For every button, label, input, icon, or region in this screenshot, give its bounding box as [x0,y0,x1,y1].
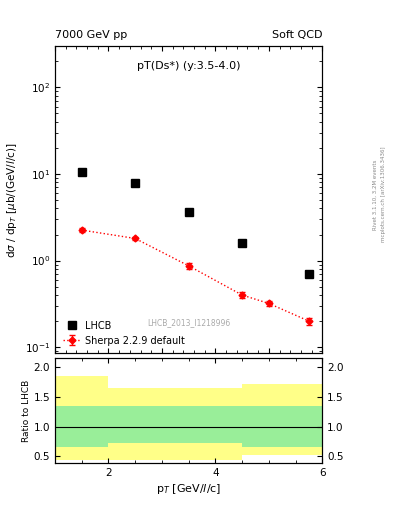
Text: pT(Ds*) (y:3.5-4.0): pT(Ds*) (y:3.5-4.0) [137,61,241,72]
X-axis label: p$_T$ [GeV/$\it{l}$/c]: p$_T$ [GeV/$\it{l}$/c] [156,482,221,497]
Text: 7000 GeV pp: 7000 GeV pp [55,30,127,40]
Text: Rivet 3.1.10, 3.2M events: Rivet 3.1.10, 3.2M events [373,159,378,230]
LHCB [307,271,311,277]
Legend: LHCB, Sherpa 2.2.9 default: LHCB, Sherpa 2.2.9 default [60,318,188,349]
LHCB [133,180,138,186]
Text: Soft QCD: Soft QCD [272,30,322,40]
Y-axis label: Ratio to LHCB: Ratio to LHCB [22,380,31,442]
LHCB [186,209,191,216]
LHCB [240,240,244,246]
Y-axis label: d$\sigma$ / dp$_T$ [$\mu$b/(GeV/$\it{l}$/c)]: d$\sigma$ / dp$_T$ [$\mu$b/(GeV/$\it{l}$… [5,142,19,258]
Text: mcplots.cern.ch [arXiv:1306.3436]: mcplots.cern.ch [arXiv:1306.3436] [381,147,386,242]
LHCB [79,169,84,175]
Text: LHCB_2013_I1218996: LHCB_2013_I1218996 [147,318,230,327]
Line: LHCB: LHCB [78,168,313,278]
